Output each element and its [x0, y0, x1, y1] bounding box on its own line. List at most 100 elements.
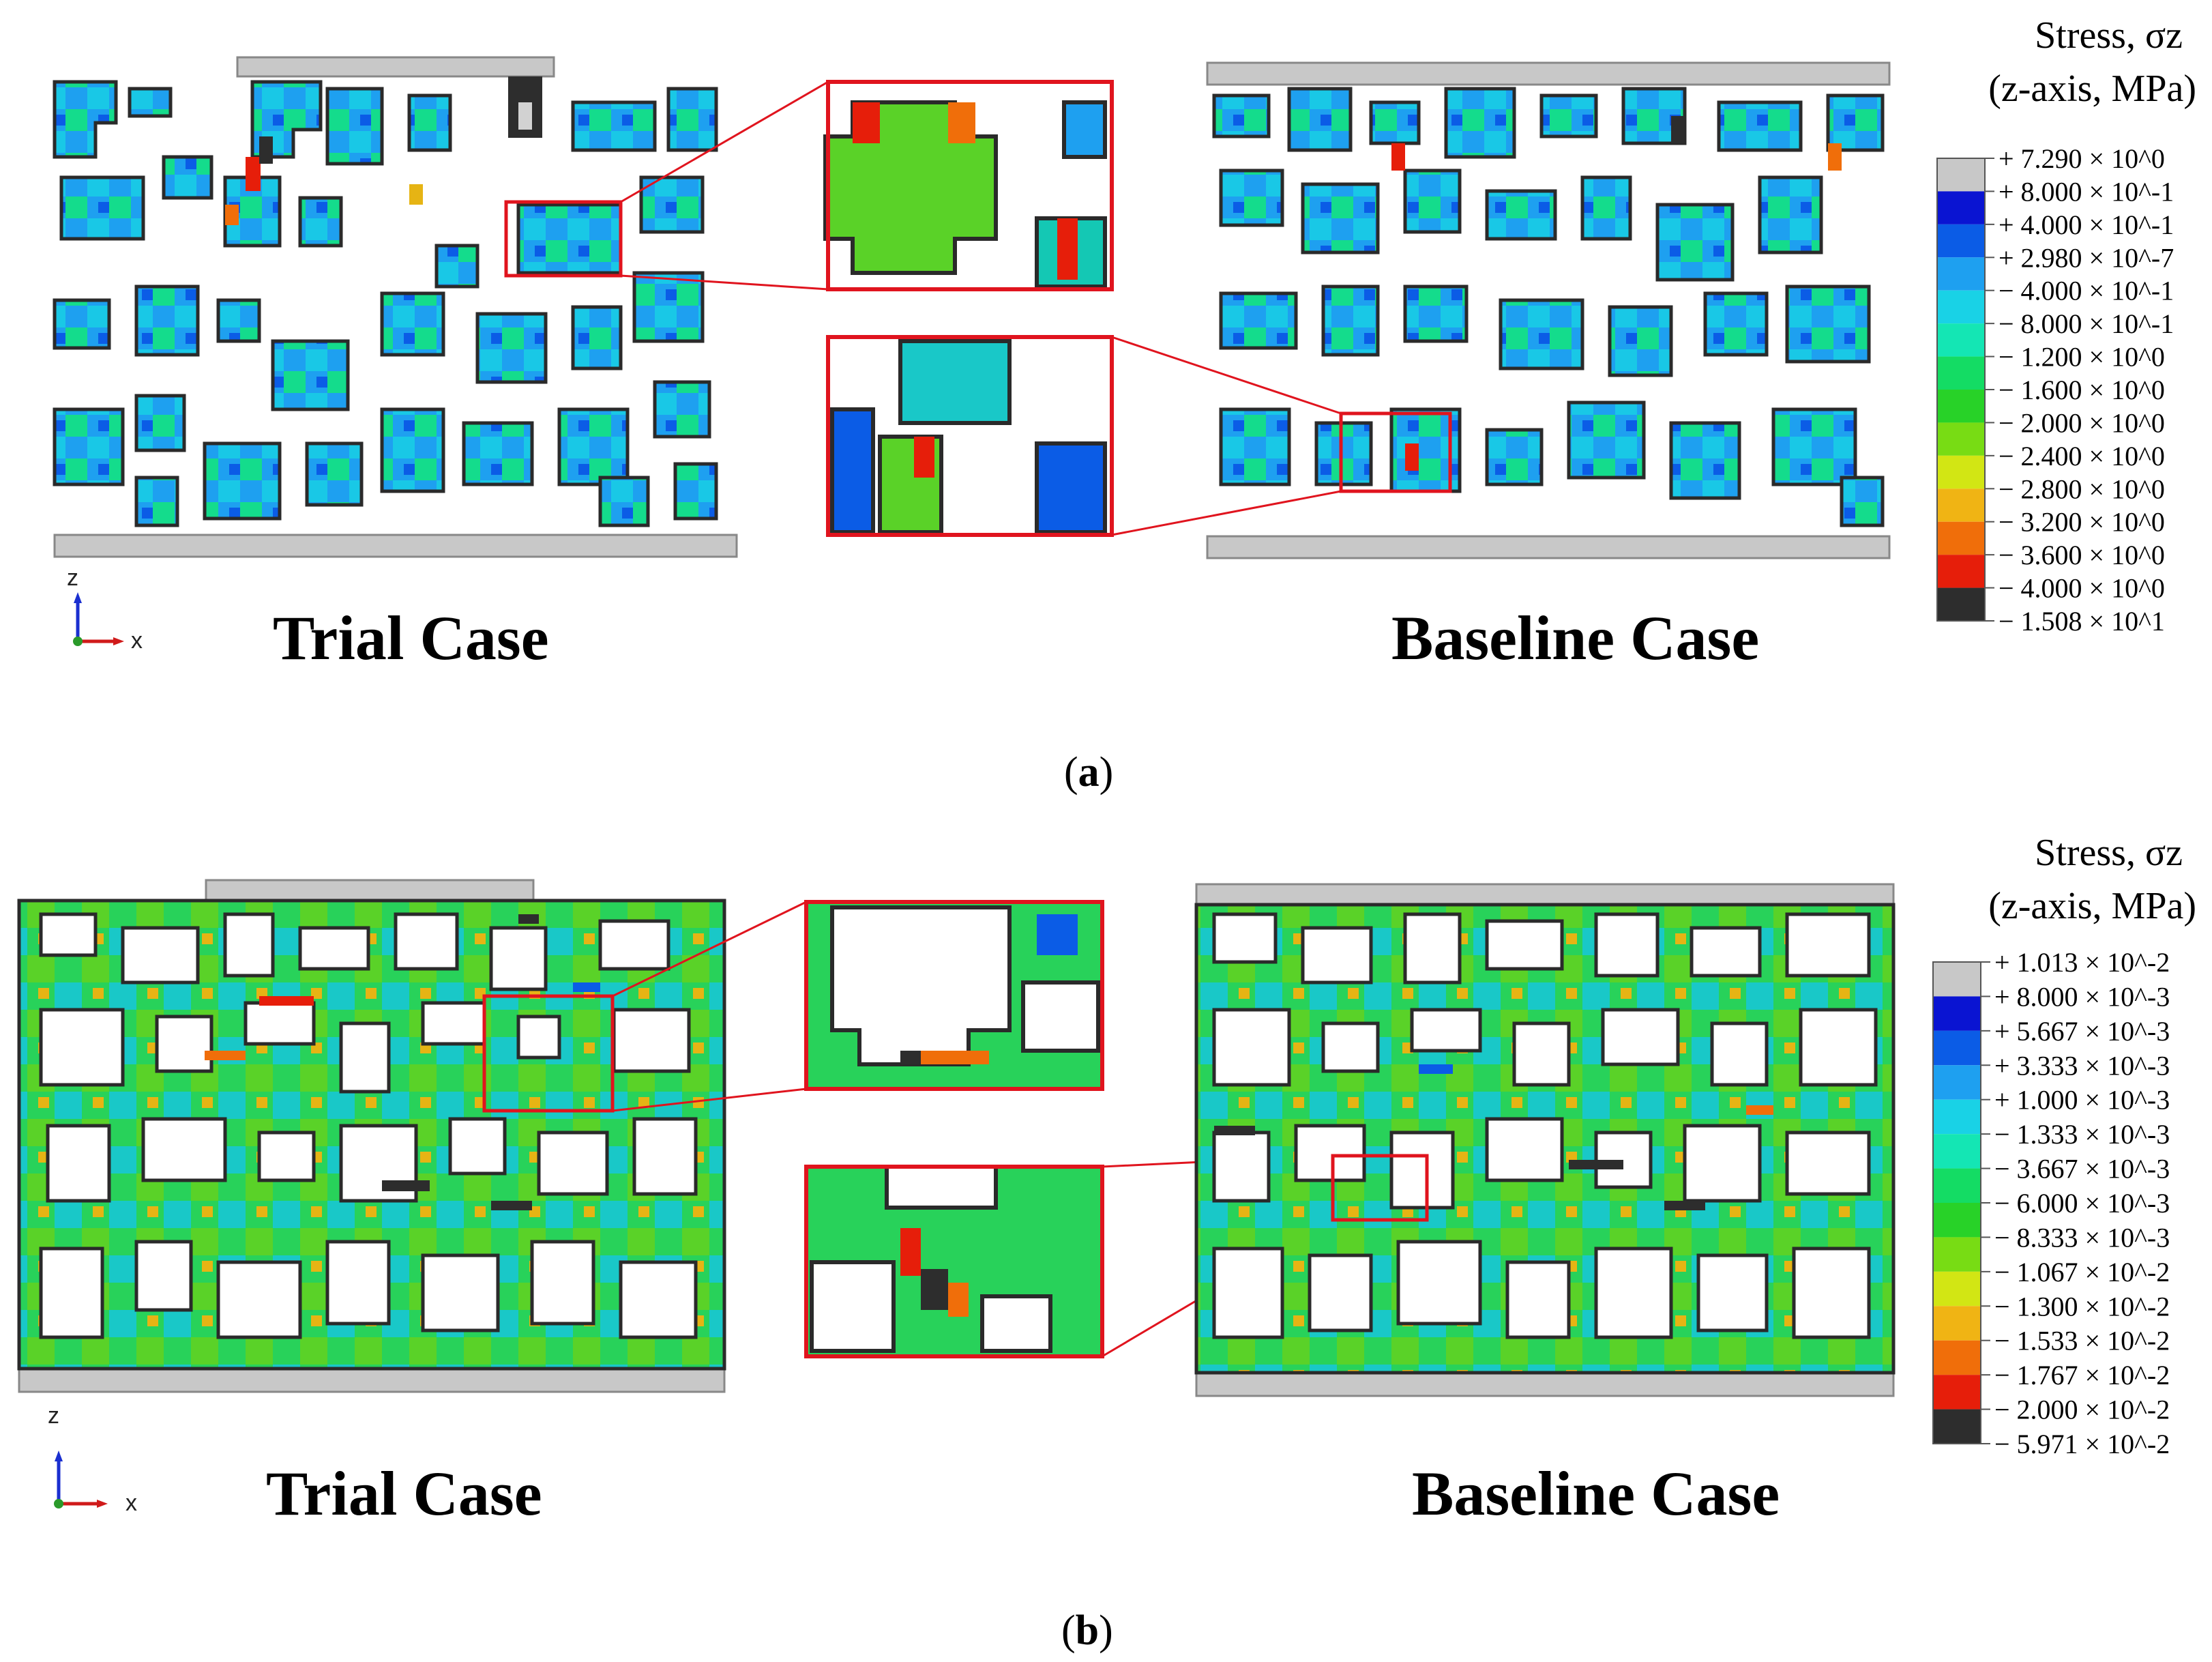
legend-value: + 1.013 × 10^-2 [1994, 947, 2170, 978]
void-field [39, 912, 698, 1339]
insets-a-bottom [826, 335, 1342, 537]
baseline-case-b: Baseline Case [1194, 883, 1896, 1528]
bottom-platen [18, 1367, 726, 1393]
legend-swatch [1933, 1030, 1981, 1066]
legend-swatch [1937, 158, 1985, 192]
axis-z-label: z [67, 565, 78, 591]
legend-value: − 1.067 × 10^-2 [1994, 1257, 2170, 1287]
stress-hotspots [1214, 1064, 1773, 1210]
legend-swatch [1933, 1134, 1981, 1169]
inset-top-b [804, 900, 1104, 1091]
legend-swatch [1933, 962, 1981, 997]
baseline-case-label: Baseline Case [1412, 1459, 1780, 1528]
legend-value: − 1.767 × 10^-2 [1994, 1360, 2170, 1390]
legend-value: + 2.980 × 10^-7 [1999, 242, 2174, 273]
legend-value: − 2.800 × 10^0 [1999, 473, 2165, 504]
legend-value: − 1.300 × 10^-2 [1994, 1291, 2170, 1322]
legend-subtitle: (z-axis, MPa) [1988, 68, 2196, 110]
legend-title: Stress, σz [2035, 832, 2183, 874]
insets-a [620, 80, 1114, 291]
legend-swatch [1933, 1340, 1981, 1375]
legend-value: − 6.000 × 10^-3 [1994, 1188, 2170, 1219]
legend-swatch [1933, 1237, 1981, 1272]
legend-value: + 8.000 × 10^-3 [1994, 981, 2170, 1012]
top-platen [1195, 883, 1895, 906]
top-platen [1206, 61, 1891, 86]
legend-value: − 3.667 × 10^-3 [1994, 1154, 2170, 1184]
legend-value: + 7.290 × 10^0 [1999, 143, 2165, 174]
legend-swatch [1933, 1375, 1981, 1410]
legend-value: − 1.333 × 10^-3 [1994, 1119, 2170, 1150]
caption-a: (a) [1064, 749, 1113, 796]
legend-swatch [1937, 489, 1985, 522]
top-platen [205, 879, 535, 902]
stress-hotspots [205, 914, 600, 1210]
legend-value: − 2.400 × 10^0 [1999, 441, 2165, 471]
zoom-box-2 [1331, 1154, 1429, 1222]
legend-value: − 8.000 × 10^-1 [1999, 308, 2174, 339]
bottom-platen [53, 534, 738, 558]
legend-swatch [1933, 1271, 1981, 1307]
baseline-case-label: Baseline Case [1391, 603, 1759, 673]
panel-b: z x Trial Case [17, 832, 2196, 1654]
panel-a: z x Trial Case [53, 14, 2196, 796]
legend-a: Stress, σz (z-axis, MPa) + 7.290 × 10^0+ 8… [1936, 14, 2196, 637]
legend-value: + 8.000 × 10^-1 [1999, 176, 2174, 207]
legend-value: − 4.000 × 10^0 [1999, 573, 2165, 604]
legend-swatch [1933, 1099, 1981, 1135]
legend-b: Stress, σz(z-axis, MPa)+ 1.013 × 10^-2+ … [1932, 832, 2196, 1459]
particle-field [53, 80, 718, 527]
axis-z-label: z [48, 1403, 59, 1429]
legend-swatch [1937, 323, 1985, 357]
legend-value: + 3.333 × 10^-3 [1994, 1050, 2170, 1081]
legend-swatch [1933, 1409, 1981, 1444]
zoom-box-1 [504, 200, 623, 278]
legend-swatch [1937, 422, 1985, 456]
bottom-platen [1195, 1371, 1895, 1397]
legend-title: Stress, σz [2035, 14, 2183, 57]
legend-swatch [1933, 1306, 1981, 1341]
legend-swatch [1933, 1168, 1981, 1203]
legend-swatch [1937, 587, 1985, 621]
caption-b: (b) [1061, 1607, 1113, 1654]
legend-value: − 8.333 × 10^-3 [1994, 1222, 2170, 1253]
inset-top-a [823, 80, 1114, 291]
legend-swatch [1937, 356, 1985, 390]
insets-b [612, 900, 1104, 1112]
legend-swatch [1933, 1065, 1981, 1100]
legend-swatch [1937, 290, 1985, 324]
trial-case-b: z x Trial Case [17, 879, 726, 1528]
legend-value: − 2.000 × 10^0 [1999, 407, 2165, 438]
trial-case-a: z x Trial Case [53, 56, 738, 673]
insets-b-bottom [804, 1154, 1333, 1358]
legend-value: + 1.000 × 10^-3 [1994, 1085, 2170, 1116]
inset-bottom-a [826, 335, 1114, 537]
legend-swatch [1937, 224, 1985, 258]
axis-x-label: x [126, 1490, 137, 1516]
trial-case-label: Trial Case [273, 603, 549, 673]
legend-value: − 1.508 × 10^1 [1999, 606, 2165, 637]
legend-swatch [1937, 257, 1985, 291]
legend-swatch [1937, 390, 1985, 423]
legend-value: − 4.000 × 10^-1 [1999, 276, 2174, 306]
legend-value: − 3.200 × 10^0 [1999, 507, 2165, 538]
stress-hotspots [1391, 116, 1842, 471]
legend-value: + 4.000 × 10^-1 [1999, 209, 2174, 240]
legend-swatch [1937, 191, 1985, 224]
legend-value: − 3.600 × 10^0 [1999, 540, 2165, 570]
legend-value: − 1.200 × 10^0 [1999, 342, 2165, 373]
top-platen [236, 56, 555, 78]
zoom-box-1 [482, 994, 615, 1113]
legend-subtitle: (z-axis, MPa) [1988, 885, 2196, 927]
void-field [1212, 912, 1878, 1339]
legend-swatch [1937, 555, 1985, 588]
stress-hotspots [225, 76, 542, 225]
legend-value: − 1.600 × 10^0 [1999, 375, 2165, 405]
inset-bottom-b [804, 1165, 1104, 1358]
trial-case-label: Trial Case [266, 1459, 542, 1528]
legend-swatch [1933, 996, 1981, 1031]
legend-swatch [1937, 521, 1985, 555]
coordinate-triad: z x [67, 565, 143, 654]
legend-swatch [1937, 455, 1985, 489]
